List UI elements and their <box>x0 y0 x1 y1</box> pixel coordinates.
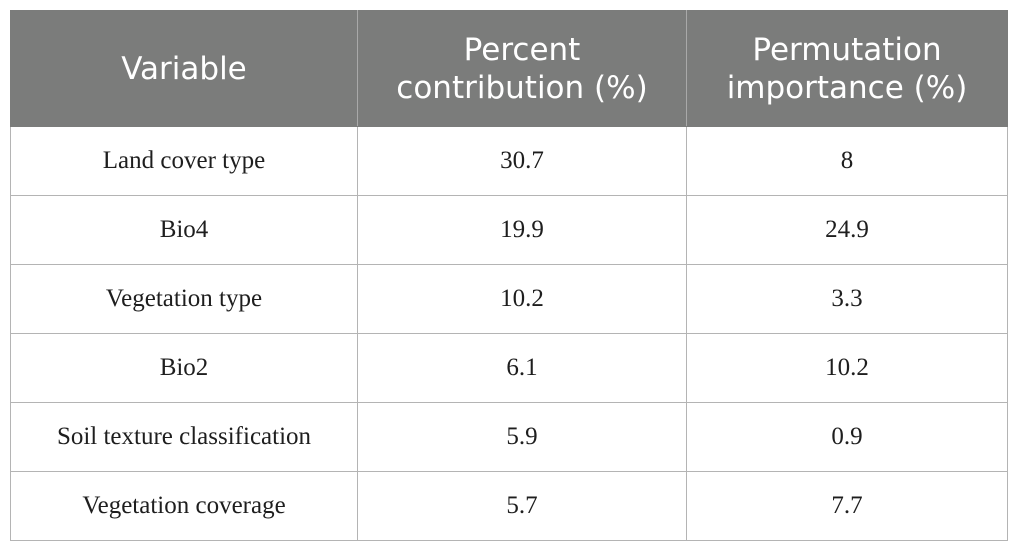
table-body: Land cover type 30.7 8 Bio4 19.9 24.9 Ve… <box>10 126 1008 541</box>
cell-variable: Bio4 <box>10 195 358 265</box>
cell-percent-contribution: 5.9 <box>357 402 687 472</box>
cell-permutation-importance: 7.7 <box>686 471 1008 541</box>
table-container: Variable Percent contribution (%) Permut… <box>10 10 1008 541</box>
header-permutation-importance-line-2: importance (%) <box>726 69 968 106</box>
header-row: Variable Percent contribution (%) Permut… <box>10 10 1008 127</box>
cell-permutation-importance: 8 <box>686 126 1008 196</box>
table-row: Land cover type 30.7 8 <box>10 126 1008 196</box>
variable-contribution-table: Variable Percent contribution (%) Permut… <box>10 10 1008 541</box>
cell-variable: Vegetation type <box>10 264 358 334</box>
header-variable-line-1: Variable <box>121 50 247 87</box>
cell-percent-contribution: 19.9 <box>357 195 687 265</box>
table-row: Soil texture classification 5.9 0.9 <box>10 402 1008 472</box>
header-variable: Variable <box>10 10 358 127</box>
cell-variable: Soil texture classification <box>10 402 358 472</box>
cell-percent-contribution: 30.7 <box>357 126 687 196</box>
table-row: Bio2 6.1 10.2 <box>10 333 1008 403</box>
header-percent-contribution-line-2: contribution (%) <box>396 69 648 106</box>
cell-permutation-importance: 10.2 <box>686 333 1008 403</box>
cell-permutation-importance: 24.9 <box>686 195 1008 265</box>
table-row: Vegetation type 10.2 3.3 <box>10 264 1008 334</box>
table-row: Bio4 19.9 24.9 <box>10 195 1008 265</box>
cell-variable: Bio2 <box>10 333 358 403</box>
cell-variable: Land cover type <box>10 126 358 196</box>
cell-permutation-importance: 3.3 <box>686 264 1008 334</box>
cell-permutation-importance: 0.9 <box>686 402 1008 472</box>
header-permutation-importance-line-1: Permutation <box>752 31 942 68</box>
header-permutation-importance: Permutation importance (%) <box>686 10 1008 127</box>
cell-variable: Vegetation coverage <box>10 471 358 541</box>
cell-percent-contribution: 10.2 <box>357 264 687 334</box>
header-percent-contribution: Percent contribution (%) <box>357 10 687 127</box>
header-percent-contribution-line-1: Percent <box>463 31 581 68</box>
cell-percent-contribution: 6.1 <box>357 333 687 403</box>
cell-percent-contribution: 5.7 <box>357 471 687 541</box>
table-row: Vegetation coverage 5.7 7.7 <box>10 471 1008 541</box>
table-header: Variable Percent contribution (%) Permut… <box>10 10 1008 127</box>
